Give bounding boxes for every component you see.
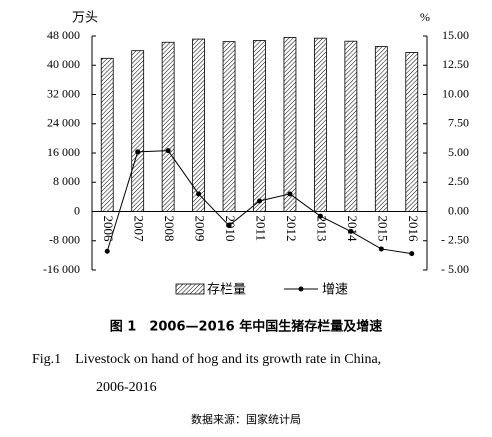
point [287,191,293,197]
y2-tick-label: - 2.50 [441,233,469,247]
bar [131,50,145,212]
x-tick-label: 2015 [375,216,390,242]
caption-en: 2006-2016 [96,380,157,395]
point [196,191,202,197]
y2-unit: % [420,10,430,24]
y2-tick-label: 12.50 [442,57,469,71]
point [348,228,354,234]
x-tick-label: 2016 [406,216,421,243]
point [257,198,262,204]
legend-swatch [175,283,205,295]
point [226,223,232,229]
point [317,213,323,219]
y2-tick-label: 0.00 [448,203,469,217]
y-tick-label: -16 000 [43,262,80,276]
x-tick-label: 2010 [223,216,238,242]
bar [283,37,297,212]
point [409,251,415,257]
bar [314,37,327,212]
bar [192,38,205,212]
y-tick-label: 8 000 [53,174,80,188]
y-tick-label: 32 000 [47,86,80,100]
point [165,148,171,154]
y-tick-label: 0 [74,203,80,217]
bar [405,52,419,212]
bar [344,40,358,212]
point [135,149,141,155]
y-tick-label: -8 000 [49,233,80,247]
legend-label: 存栏量 [207,283,246,298]
y-tick-label: 40 000 [47,57,80,71]
y-tick-label: 16 000 [47,145,80,159]
bar [222,41,236,212]
x-tick-label: 2011 [254,216,269,242]
bar [253,40,266,212]
x-tick-label: 2013 [314,216,329,242]
y-unit: 万头 [72,11,98,26]
x-tick-label: 2014 [345,216,360,243]
caption-en: Fig.1 Livestock on hand of hog and its g… [32,352,381,367]
y2-tick-label: 7.50 [448,116,469,130]
point [104,248,110,254]
source: 数据来源：国家统计局 [191,412,301,426]
x-tick-label: 2007 [132,216,147,243]
legend-dot [298,286,304,292]
y2-tick-label: 15.00 [442,28,469,42]
x-tick-label: 2006 [101,216,116,243]
bar [100,57,114,212]
y2-tick-label: 2.50 [448,174,469,188]
y2-tick-label: - 5.00 [441,262,469,276]
bar [161,41,175,212]
bar [374,46,388,212]
y2-tick-label: 5.00 [448,145,469,159]
legend-label: 增速 [322,283,348,298]
y-tick-label: 48 000 [47,28,80,42]
x-tick-label: 2008 [162,216,177,242]
point [378,246,384,252]
caption-zh: 图 1 2006—2016 年中国生猪存栏量及增速 [110,319,382,335]
y-tick-label: 24 000 [47,116,80,130]
x-tick-label: 2012 [284,216,299,242]
x-tick-label: 2009 [193,216,208,242]
y2-tick-label: 10.00 [442,86,469,100]
